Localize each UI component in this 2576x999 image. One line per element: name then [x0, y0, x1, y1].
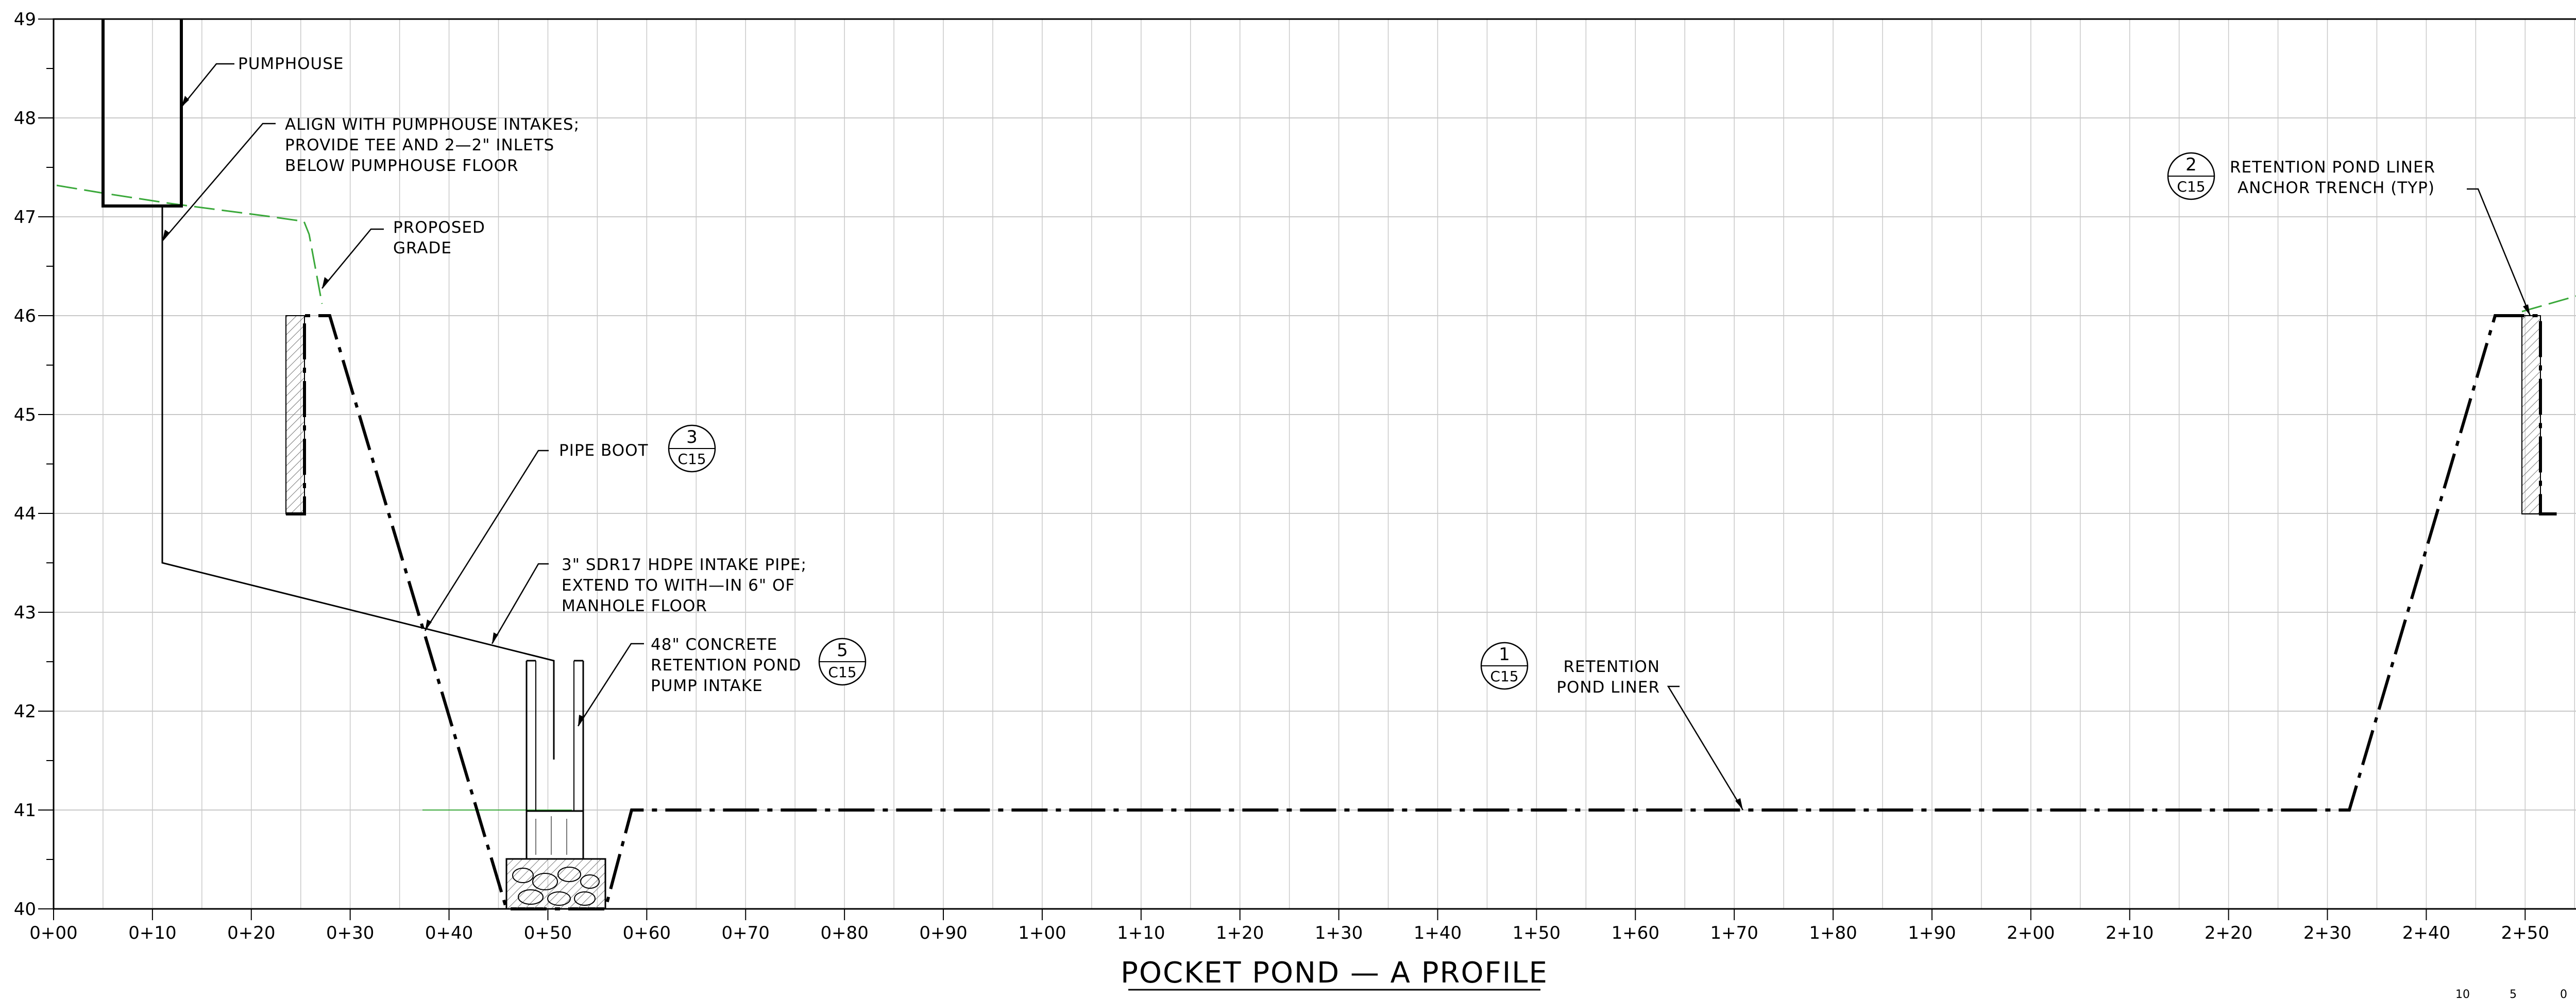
svg-text:C15: C15 — [1490, 668, 1518, 685]
pipe-note-line-3: MANHOLE FLOOR — [562, 597, 707, 615]
pipe-note-line-2: EXTEND TO WITH—IN 6" OF — [562, 576, 795, 595]
existing-grade-line — [56, 184, 323, 304]
intake-pipe — [161, 206, 555, 760]
grid — [54, 19, 2576, 909]
align-note-line-2: PROVIDE TEE AND 2—2" INLETS — [285, 136, 554, 154]
elevation-label-left: 48 — [14, 108, 36, 129]
grade-note-line-2: GRADE — [393, 239, 452, 257]
align-note-line-3: BELOW PUMPHOUSE FLOOR — [285, 157, 519, 175]
svg-text:1: 1 — [1499, 644, 1510, 665]
align-note-line-1: ALIGN WITH PUMPHOUSE INTAKES; — [285, 115, 580, 134]
station-label: 1+80 — [1809, 923, 1857, 943]
station-label: 0+70 — [722, 923, 770, 943]
station-label: 0+00 — [29, 923, 77, 943]
svg-text:C15: C15 — [828, 664, 856, 681]
anchor-trench-left — [285, 315, 305, 514]
detail-bubble-pipe-boot: 3 C15 — [668, 424, 716, 473]
pumphouse — [101, 19, 183, 208]
station-label: 1+90 — [1908, 923, 1956, 943]
pipe-boot-label: PIPE BOOT — [559, 441, 648, 460]
station-label: 0+50 — [524, 923, 572, 943]
station-label: 0+40 — [425, 923, 473, 943]
station-label: 1+70 — [1710, 923, 1758, 943]
elevation-label-left: 41 — [14, 800, 36, 821]
elevation-label-left: 43 — [14, 602, 36, 623]
station-label: 0+90 — [919, 923, 967, 943]
elevation-label-left: 45 — [14, 405, 36, 425]
station-label: 1+00 — [1018, 923, 1066, 943]
svg-text:5: 5 — [2510, 988, 2517, 999]
svg-text:10: 10 — [2455, 988, 2470, 999]
pumphouse-label: PUMPHOUSE — [238, 55, 344, 73]
pipe-note-line-1: 3" SDR17 HDPE INTAKE PIPE; — [562, 556, 807, 574]
anchor-note-line-1: RETENTION POND LINER — [2230, 158, 2435, 177]
station-label: 1+40 — [1414, 923, 1462, 943]
station-label: 0+10 — [128, 923, 176, 943]
detail-bubble-anchor-trench: 2 C15 — [2167, 152, 2215, 200]
intake-note-line-2: RETENTION POND — [651, 656, 802, 675]
station-label: 2+50 — [2501, 923, 2549, 943]
scale-bar: 10 5 0 — [2455, 988, 2567, 999]
profile-title: POCKET POND — A PROFILE — [1121, 956, 1548, 990]
elevation-label-left: 44 — [14, 504, 36, 524]
leader-lines — [162, 63, 2531, 811]
anchor-note-line-2: ANCHOR TRENCH (TYP) — [2238, 179, 2435, 197]
station-label: 0+60 — [623, 923, 671, 943]
station-label: 0+20 — [227, 923, 275, 943]
elevation-label-left: 40 — [14, 899, 36, 920]
liner-note-line-1: RETENTION — [1563, 658, 1660, 676]
station-label: 2+20 — [2205, 923, 2252, 943]
detail-bubble-pump-intake: 5 C15 — [818, 638, 867, 686]
elevation-label-left: 46 — [14, 306, 36, 326]
station-label: 1+20 — [1216, 923, 1264, 943]
svg-text:2: 2 — [2185, 154, 2197, 175]
station-label: 2+40 — [2402, 923, 2450, 943]
svg-text:0: 0 — [2560, 988, 2567, 999]
station-label: 2+10 — [2106, 923, 2154, 943]
elevation-label-left: 42 — [14, 701, 36, 722]
station-label: 0+30 — [326, 923, 374, 943]
station-label: 1+50 — [1513, 923, 1561, 943]
liner-note-line-2: POND LINER — [1556, 678, 1660, 697]
svg-text:C15: C15 — [677, 451, 706, 468]
detail-bubble-pond-liner: 1 C15 — [1480, 642, 1529, 690]
grade-note-line-1: PROPOSED — [393, 218, 485, 237]
station-label: 2+00 — [2007, 923, 2055, 943]
elevation-labels-left: 40 41 42 43 44 45 46 47 48 49 — [14, 9, 36, 920]
station-label: 1+10 — [1117, 923, 1165, 943]
axis-ticks — [38, 19, 2526, 920]
existing-grade-line-right — [2521, 295, 2576, 313]
leader-arrowheads — [162, 96, 2530, 810]
pond-liner — [286, 314, 2558, 910]
profile-frame — [53, 18, 2576, 910]
svg-text:3: 3 — [686, 427, 698, 447]
intake-note-line-1: 48" CONCRETE — [651, 635, 777, 654]
intake-note-line-3: PUMP INTAKE — [651, 677, 763, 695]
station-label: 1+60 — [1612, 923, 1659, 943]
svg-text:C15: C15 — [2177, 178, 2205, 195]
station-label: 0+80 — [820, 923, 868, 943]
elevation-label-left: 49 — [14, 9, 36, 30]
pump-intake-manhole — [505, 660, 606, 910]
anchor-trench-right — [2521, 315, 2541, 514]
elevation-label-left: 47 — [14, 207, 36, 228]
station-label: 1+30 — [1315, 923, 1363, 943]
station-label: 2+30 — [2303, 923, 2351, 943]
svg-text:5: 5 — [837, 640, 848, 661]
station-labels: 0+00 0+10 0+20 0+30 0+40 0+50 0+60 0+70 0+80 0+90… — [29, 923, 2549, 943]
